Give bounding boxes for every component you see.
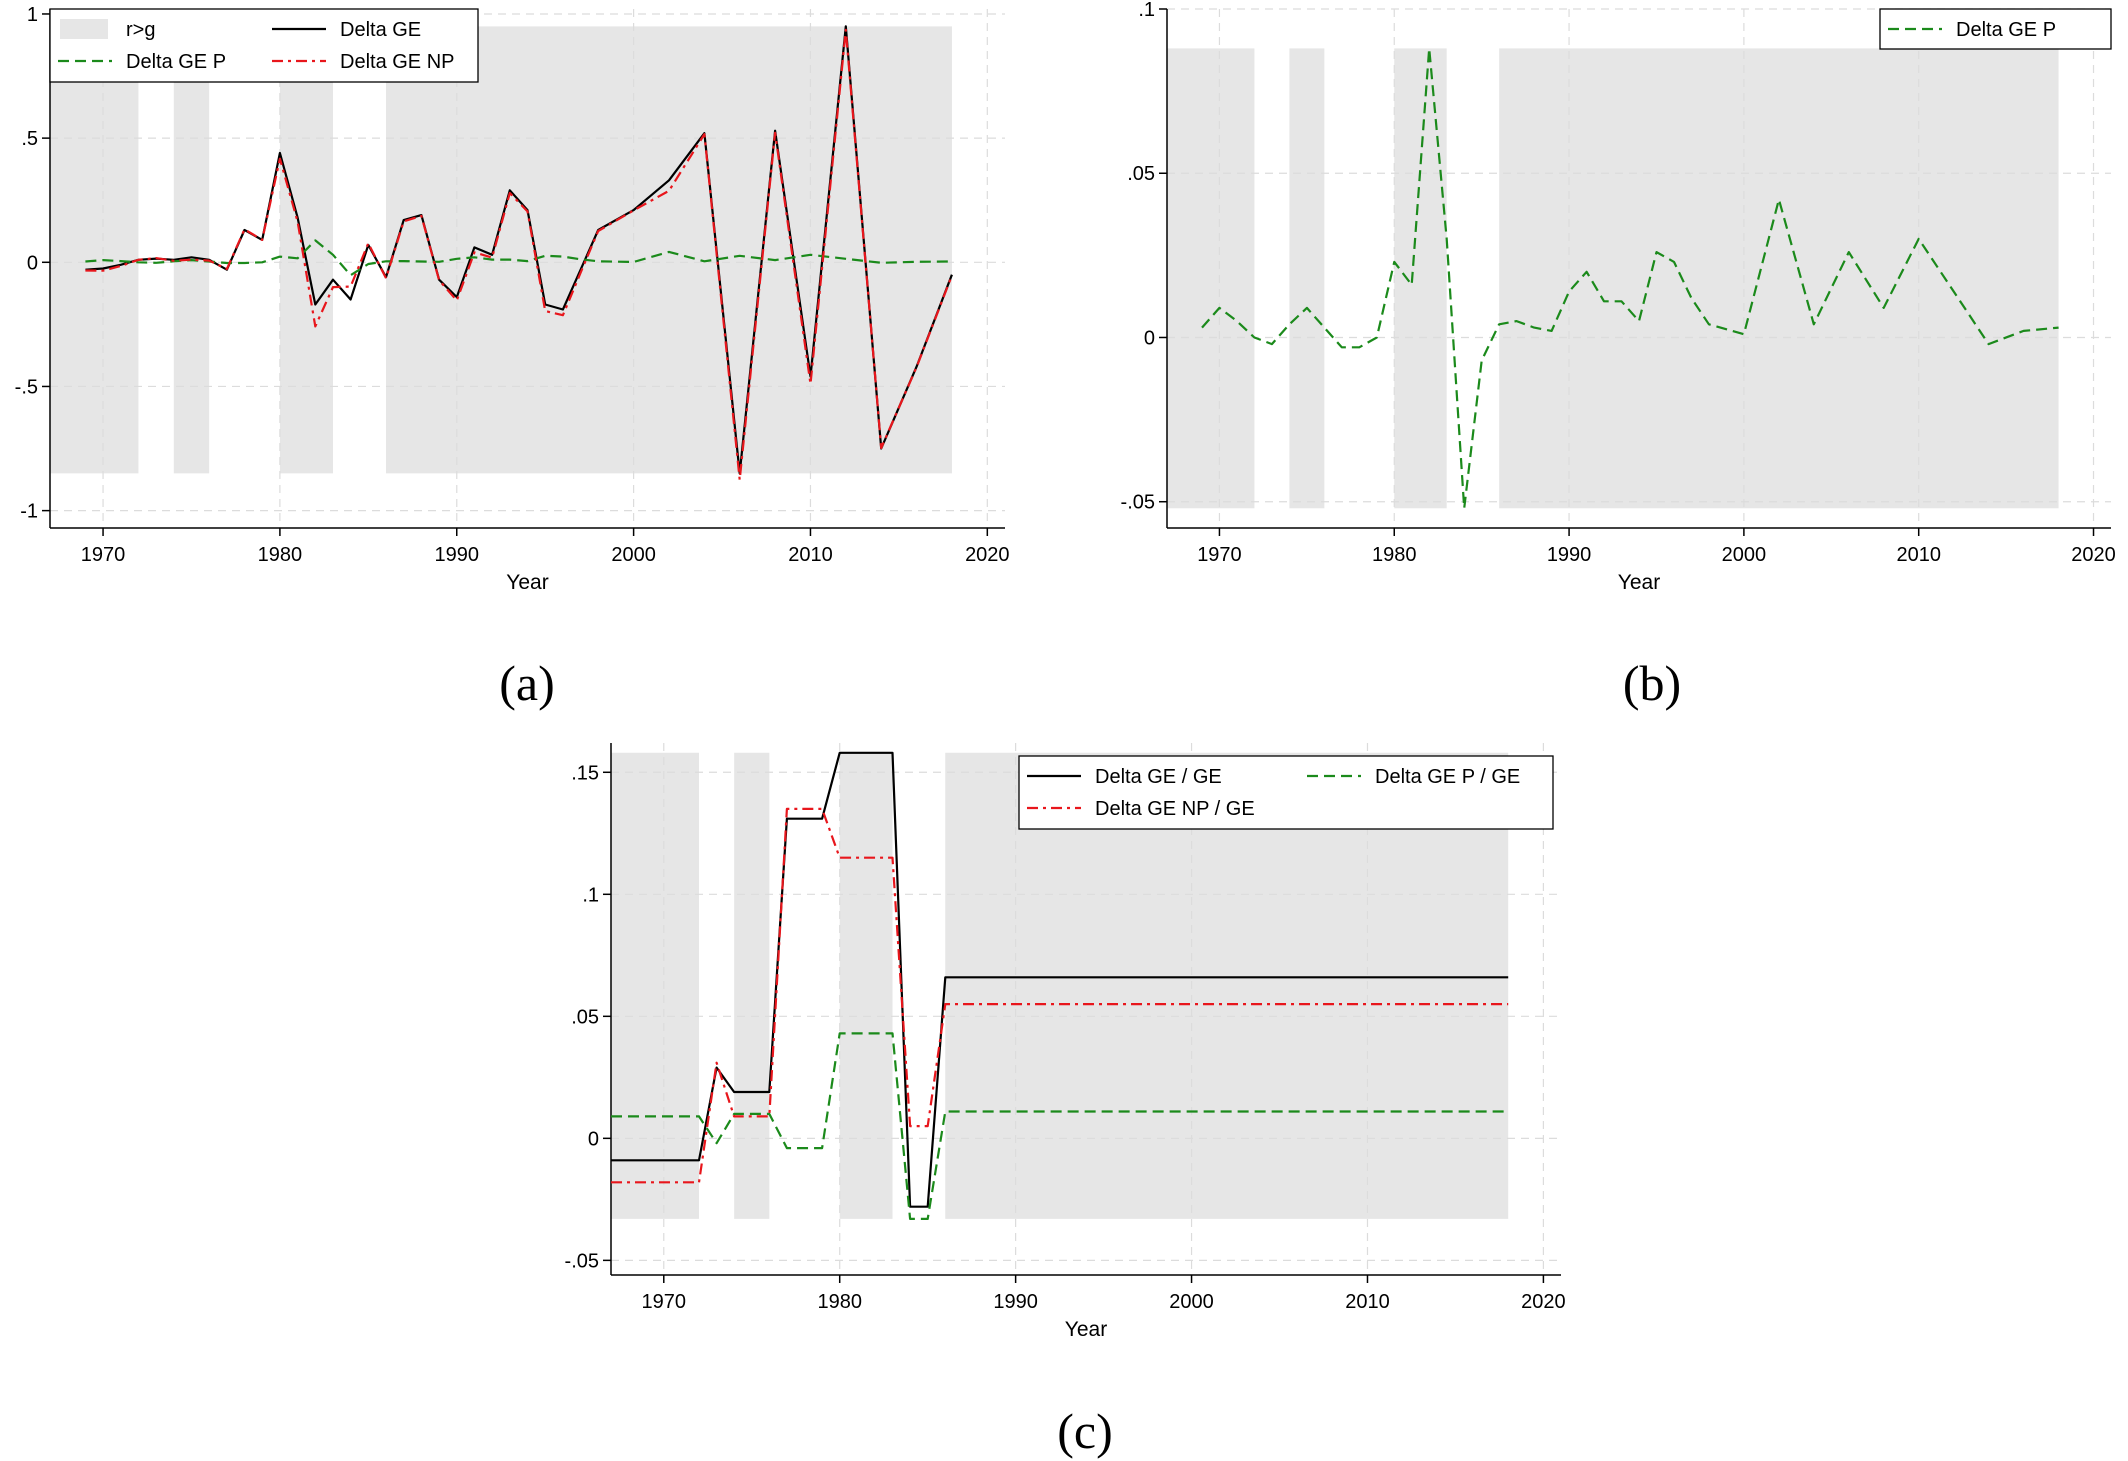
y-tick-label: .1 <box>1138 0 1155 21</box>
panel-c: .15 .1 .05 0 -.05 1970 1980 1990 2000 2010 2020 Yea… <box>565 743 1566 1459</box>
y-tick-label: 0 <box>27 252 38 274</box>
x-tick-label: 1990 <box>1547 544 1592 566</box>
x-tick-label: 2020 <box>1521 1291 1566 1313</box>
x-tick-label: 1980 <box>817 1291 862 1313</box>
legend-label: Delta GE NP <box>340 51 454 73</box>
y-tick-label: -1 <box>20 501 38 523</box>
x-tick-label: 2000 <box>611 544 656 566</box>
y-tick-label: .05 <box>571 1006 599 1028</box>
x-axis-title: Year <box>1065 1318 1107 1341</box>
y-tick-label: -.5 <box>15 376 38 398</box>
x-tick-label: 1990 <box>435 544 480 566</box>
x-tick-label: 1980 <box>258 544 303 566</box>
x-tick-label: 2020 <box>2071 544 2116 566</box>
legend-label: Delta GE P <box>1956 19 2056 41</box>
y-tick-label: -.05 <box>565 1250 599 1272</box>
shaded-region-3 <box>945 752 1509 1219</box>
legend-swatch <box>60 19 108 39</box>
panel-caption: (a) <box>499 655 555 711</box>
y-tick-label: .05 <box>1127 163 1155 185</box>
x-tick-label: 2010 <box>1345 1291 1390 1313</box>
y-tick-label: .15 <box>571 762 599 784</box>
series-line-1 <box>611 1032 1509 1221</box>
legend-box <box>1879 8 2112 50</box>
x-tick-label: 2000 <box>1169 1291 1214 1313</box>
legend-label: Delta GE NP / GE <box>1095 798 1255 820</box>
panel-a: 1 .5 0 -.5 -1 1970 1980 1990 2000 2010 2020 Year r>g… <box>15 4 1010 711</box>
x-tick-label: 1970 <box>642 1291 687 1313</box>
legend-label: Delta GE / GE <box>1095 766 1222 788</box>
panel-caption: (b) <box>1623 655 1681 711</box>
shaded-region-0 <box>611 752 699 1219</box>
x-tick-label: 2010 <box>1896 544 1941 566</box>
legend-label: Delta GE P / GE <box>1375 766 1520 788</box>
x-tick-label: 1970 <box>1197 544 1242 566</box>
legend-label: Delta GE P <box>126 51 226 73</box>
y-tick-label: .1 <box>582 884 599 906</box>
y-tick-label: 0 <box>588 1128 599 1150</box>
shaded-region-0 <box>50 26 139 474</box>
panel-b: .1 .05 0 -.05 1970 1980 1990 2000 2010 2020 Year De… <box>1121 0 2116 711</box>
series-line-2 <box>85 28 953 481</box>
legend-box <box>1018 755 1554 830</box>
series-line-0 <box>611 751 1509 1208</box>
x-tick-label: 2000 <box>1722 544 1767 566</box>
y-tick-label: 1 <box>27 4 38 26</box>
x-tick-label: 1970 <box>81 544 126 566</box>
shaded-region-1 <box>1289 48 1325 509</box>
panel-caption: (c) <box>1057 1403 1113 1459</box>
x-tick-label: 2020 <box>965 544 1010 566</box>
shaded-region-1 <box>734 752 770 1219</box>
y-tick-label: -.05 <box>1121 492 1155 514</box>
y-tick-label: .5 <box>21 128 38 150</box>
x-tick-label: 1990 <box>993 1291 1038 1313</box>
x-axis-title: Year <box>506 571 548 594</box>
series-line-0 <box>1201 47 2059 510</box>
series-line-1 <box>85 239 952 277</box>
legend-label: r>g <box>126 19 155 41</box>
shaded-region-3 <box>386 26 952 474</box>
shaded-region-1 <box>173 26 210 474</box>
series-line-2 <box>611 807 1509 1184</box>
shaded-region-3 <box>1499 48 2059 509</box>
legend-box <box>49 8 479 83</box>
x-tick-label: 2010 <box>788 544 833 566</box>
shaded-region-0 <box>1167 48 1255 509</box>
x-tick-label: 1980 <box>1372 544 1417 566</box>
shaded-region-2 <box>1394 48 1447 509</box>
y-tick-label: 0 <box>1144 327 1155 349</box>
x-axis-title: Year <box>1618 571 1660 594</box>
legend-label: Delta GE <box>340 19 421 41</box>
shaded-region-2 <box>839 752 893 1219</box>
